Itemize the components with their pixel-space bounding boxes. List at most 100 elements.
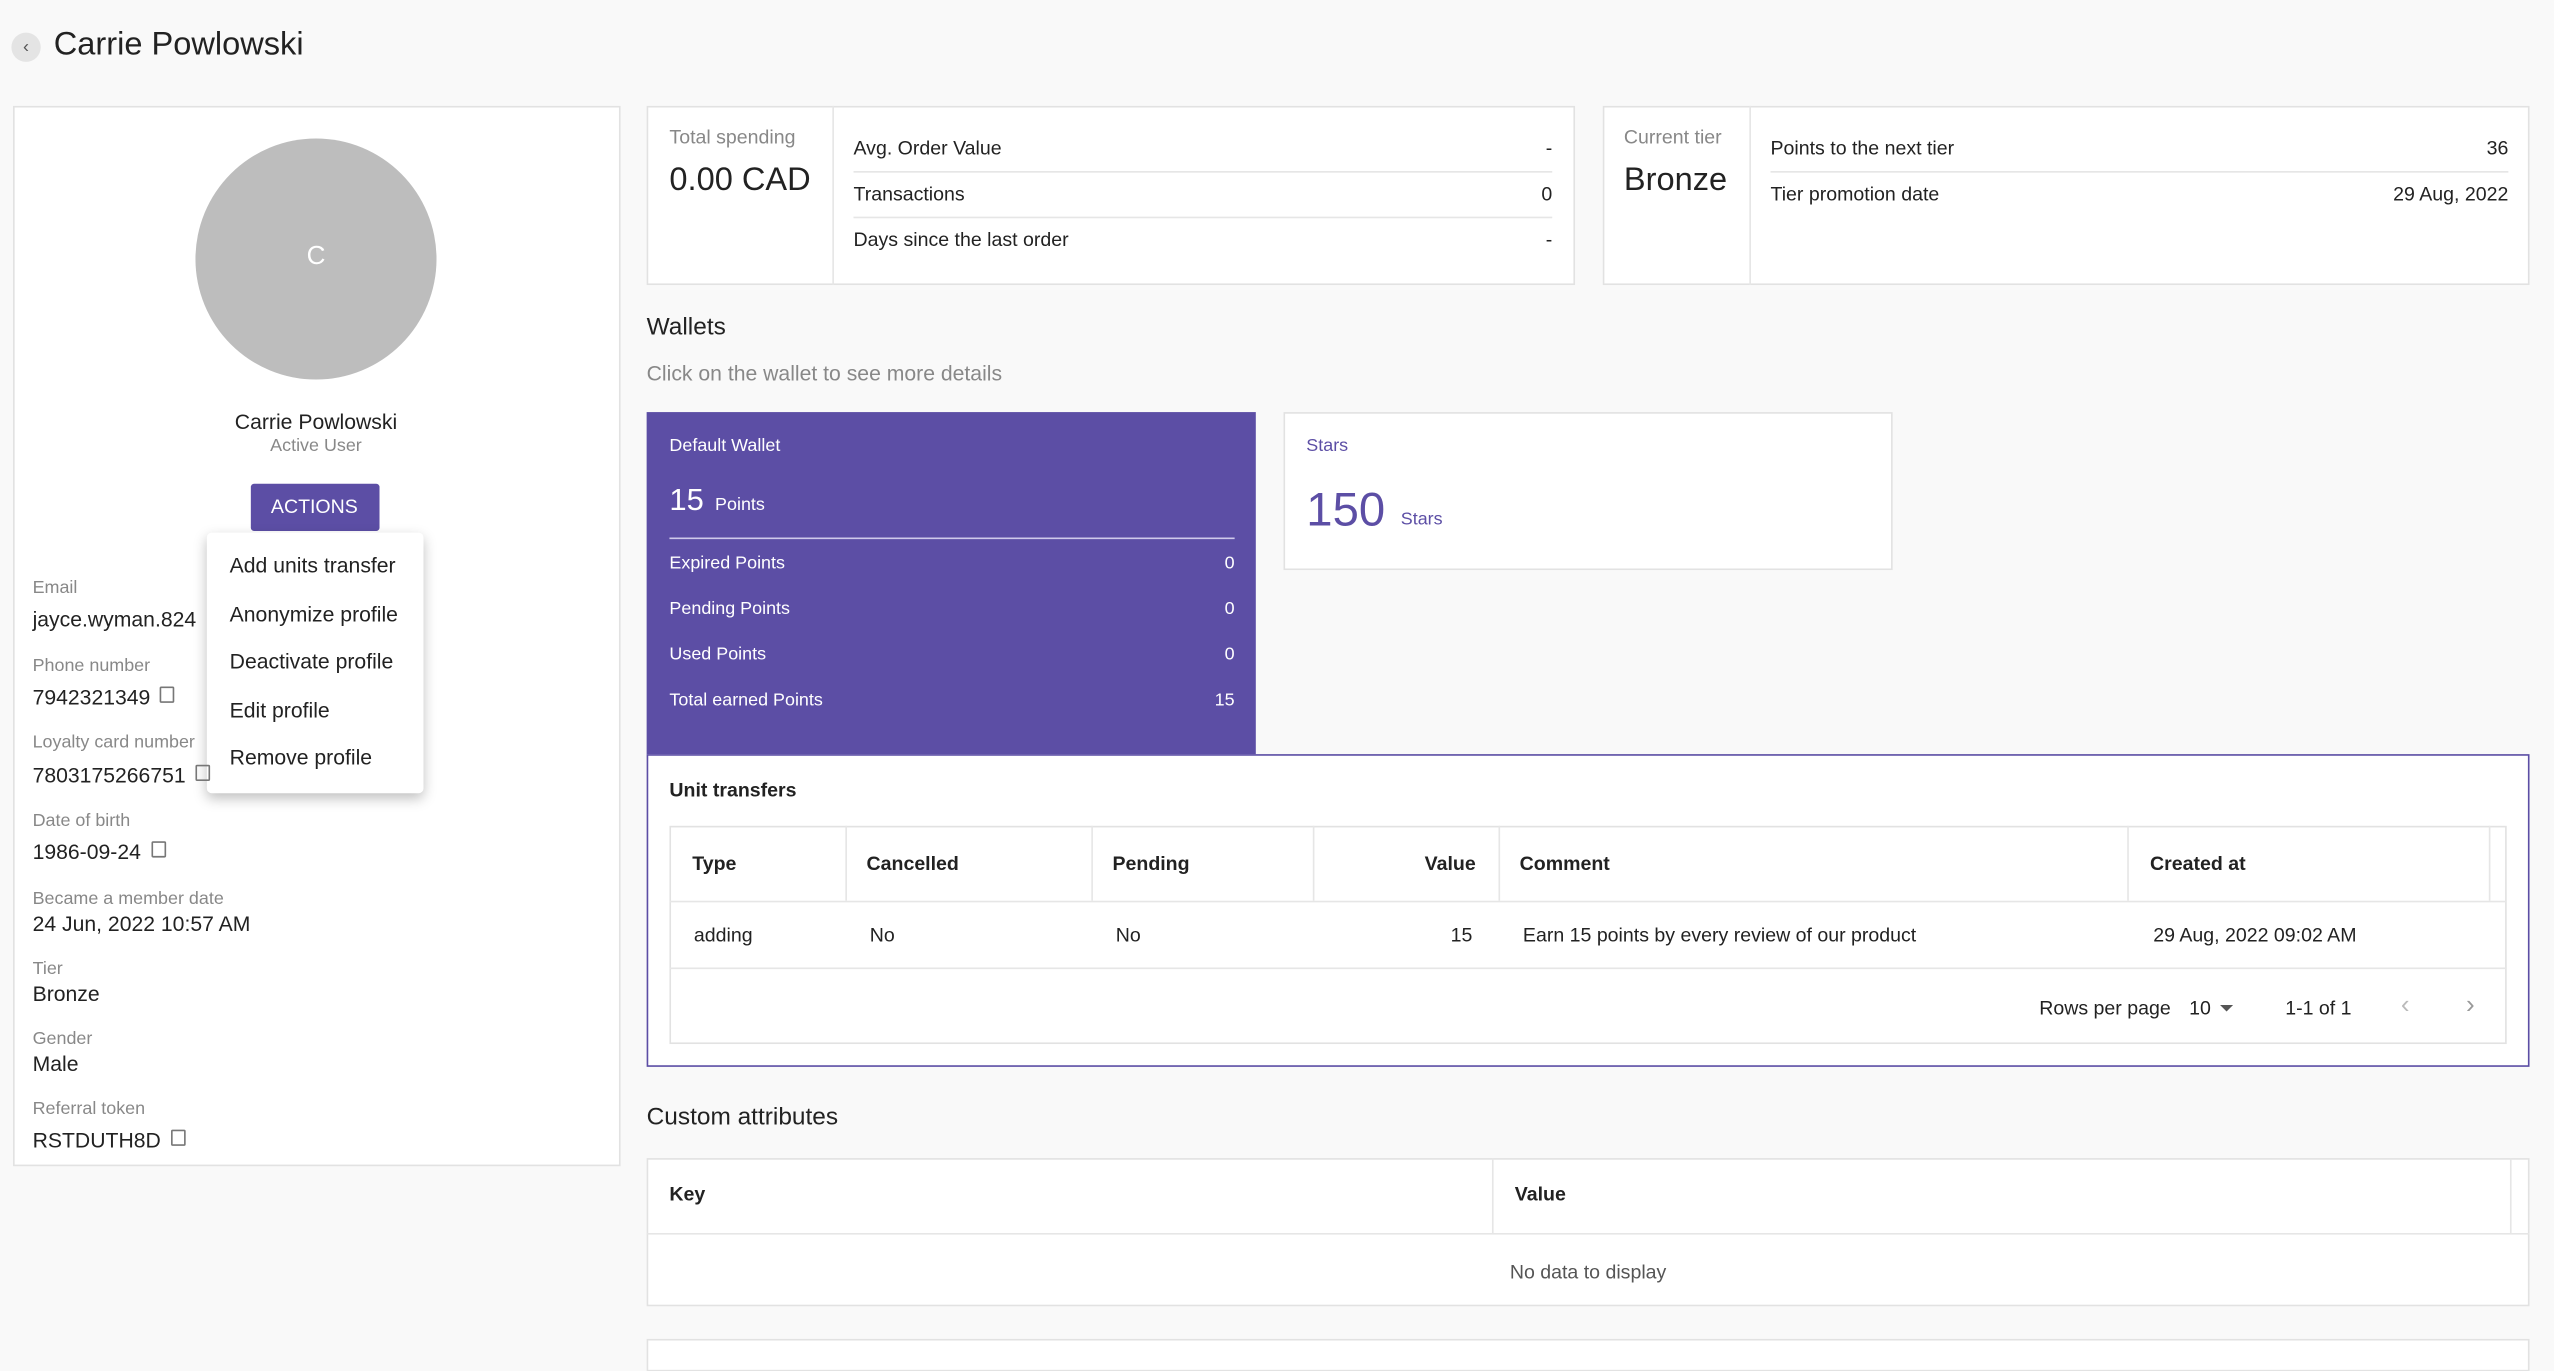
menu-item: Deactivate profile — [229, 649, 394, 674]
divider — [1091, 825, 1093, 901]
wallet-row-value: 15 — [1214, 690, 1235, 711]
divider — [669, 537, 1235, 540]
table-cell: 15 — [1450, 923, 1473, 947]
unit-transfers-title: Unit transfers — [669, 778, 797, 802]
pagination-range: 1-1 of 1 — [2285, 996, 2352, 1020]
wallets-title: Wallets — [646, 313, 726, 342]
divider — [853, 171, 1553, 173]
divider — [669, 967, 2507, 970]
divider — [845, 825, 847, 901]
menu-item: Edit profile — [229, 697, 330, 722]
column-header: Type — [692, 851, 737, 875]
stat-label: Tier promotion date — [1770, 182, 1940, 206]
rows-per-page-label: Rows per page — [2039, 996, 2171, 1020]
default-wallet[interactable] — [646, 412, 1256, 758]
wallet-row-label: Used Points — [669, 645, 767, 665]
rows-per-page[interactable]: 10 — [2189, 996, 2211, 1020]
table-cell: No — [869, 923, 895, 947]
wallet-row-label: Total earned Points — [669, 690, 823, 711]
page-title: Carrie Powlowski — [53, 26, 304, 63]
custom-attributes-title: Custom attributes — [646, 1103, 839, 1132]
spending-card — [646, 105, 1576, 286]
divider — [1312, 825, 1315, 901]
stat-value: 0 — [1541, 182, 1553, 206]
table-cell: Earn 15 points by every review of our pr… — [1522, 923, 1917, 947]
empty-message: No data to display — [1509, 1260, 1667, 1284]
wallet-row-value: 0 — [1224, 599, 1235, 619]
field-value: jayce.wyman.824 — [32, 606, 197, 632]
table-cell: 29 Aug, 2022 09:02 AM — [2153, 923, 2357, 947]
field-value: RSTDUTH8D — [33, 1128, 186, 1152]
actions-button[interactable] — [250, 483, 380, 531]
column-header: Pending — [1112, 851, 1190, 875]
wallet-row-value: 0 — [1224, 553, 1235, 574]
divider — [2488, 825, 2491, 901]
dropdown-arrow — [2220, 1004, 2234, 1018]
prev-page[interactable]: ‹ — [2400, 991, 2410, 1020]
table-cell: No — [1115, 923, 1141, 947]
profile-name: Carrie Powlowski — [234, 409, 398, 435]
field-value: 24 Jun, 2022 10:57 AM — [32, 911, 251, 936]
stars-wallet[interactable] — [1283, 412, 1893, 571]
tier-value: Bronze — [1623, 162, 1728, 198]
table-cell: adding — [693, 923, 753, 947]
stat-value: 29 Aug, 2022 — [2393, 182, 2509, 206]
spending-value: 0.00 CAD — [669, 162, 811, 198]
field-label: Loyalty card number — [32, 732, 195, 753]
wallet-unit: Points — [715, 495, 765, 515]
spending-label: Total spending — [669, 125, 796, 149]
wallet-row-label: Pending Points — [669, 599, 790, 619]
divider — [1498, 825, 1501, 901]
column-header: Key — [669, 1182, 706, 1206]
tier-card — [1602, 105, 2530, 286]
wallet-amount: 15 — [669, 483, 704, 518]
menu-item: Remove profile — [229, 745, 373, 770]
actions-menu — [206, 532, 424, 794]
custom-attributes-table — [646, 1158, 2530, 1307]
field-label: Email — [32, 578, 78, 598]
field-value: 1986-09-24 — [33, 840, 166, 864]
tier-label: Current tier — [1623, 125, 1722, 149]
stat-label: Transactions — [853, 182, 965, 206]
divider — [832, 105, 834, 286]
stars-unit: Stars — [1400, 509, 1443, 530]
field-label: Date of birth — [32, 811, 131, 831]
field-value: 7942321349 — [33, 685, 175, 709]
stat-label: Avg. Order Value — [853, 136, 1002, 160]
wallet-name: Default Wallet — [669, 436, 781, 457]
unit-transfers-table — [669, 825, 2507, 1045]
copy-icon[interactable] — [170, 1129, 186, 1146]
field-label: Became a member date — [32, 889, 224, 909]
wallet-row-value: 0 — [1224, 645, 1235, 665]
column-header: Cancelled — [866, 851, 959, 875]
divider — [1770, 171, 2509, 173]
actions-label: ACTIONS — [270, 495, 358, 518]
next-card — [646, 1338, 2530, 1371]
menu-item: Add units transfer — [229, 552, 396, 578]
back-button[interactable]: ‹ — [11, 32, 41, 62]
menu-item: Anonymize profile — [229, 601, 398, 626]
wallets-hint: Click on the wallet to see more details — [646, 360, 1003, 386]
copy-icon[interactable] — [160, 686, 175, 703]
divider — [853, 216, 1553, 219]
field-label: Gender — [32, 1029, 93, 1049]
divider — [1491, 1158, 1494, 1234]
stat-value: 36 — [2486, 136, 2509, 160]
divider — [1749, 105, 1751, 286]
stat-value: - — [1545, 228, 1553, 251]
copy-icon[interactable] — [195, 764, 211, 782]
stat-label: Points to the next tier — [1770, 136, 1955, 160]
divider — [669, 900, 2507, 903]
column-header: Value — [1424, 851, 1476, 875]
profile-status: Active User — [270, 436, 362, 457]
column-header: Comment — [1519, 851, 1610, 875]
field-label: Referral token — [32, 1099, 146, 1119]
copy-icon[interactable] — [150, 841, 166, 858]
divider — [2509, 1158, 2512, 1234]
next-page[interactable]: › — [2466, 991, 2475, 1020]
field-label: Tier — [32, 959, 63, 979]
column-header: Value — [1514, 1182, 1566, 1206]
stars-name: Stars — [1306, 436, 1349, 457]
divider — [646, 1233, 2530, 1235]
